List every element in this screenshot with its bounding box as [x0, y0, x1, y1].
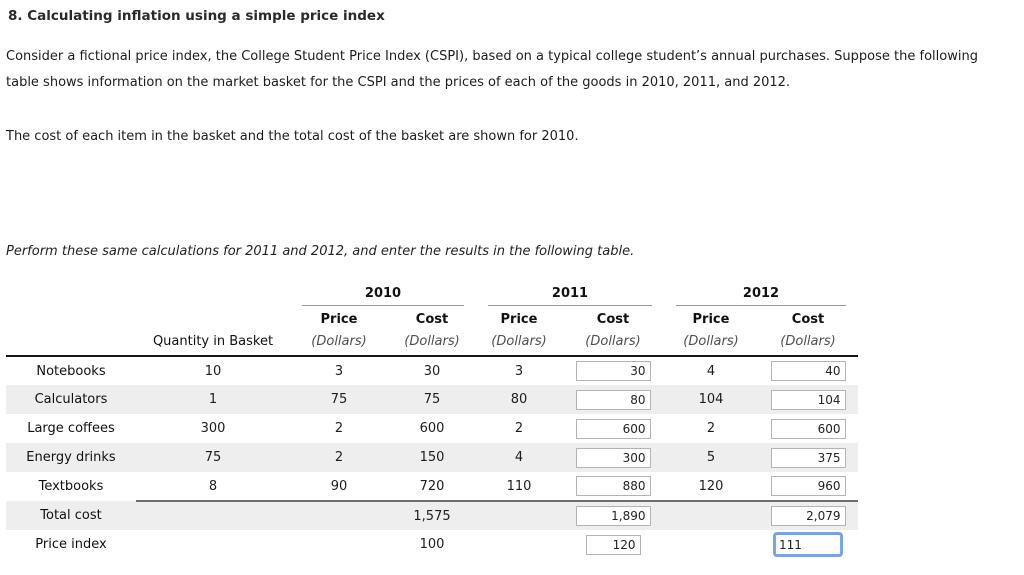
total-cost-2010-value: 1,575 — [388, 500, 476, 530]
year-header-2010: 2010 — [290, 280, 476, 306]
cost-2011-input-notebooks[interactable] — [575, 361, 651, 381]
cost-2012-input-textbooks[interactable] — [770, 476, 846, 496]
row-label: Calculators — [34, 392, 108, 407]
price-2012-value: 104 — [698, 392, 724, 407]
dollars-unit-2010-price: (Dollars) — [290, 330, 388, 357]
price-2012-value: 5 — [706, 450, 716, 465]
quantity-value: 1 — [208, 392, 218, 407]
dollars-unit-2010-cost: (Dollars) — [388, 330, 476, 357]
price-2011-value: 110 — [506, 478, 532, 494]
year-header-row: 2010 2011 2012 — [6, 280, 858, 306]
intro-paragraph: Consider a fictional price index, the Co… — [6, 44, 1024, 96]
price-header-2012: Price — [692, 312, 730, 327]
cost-2010-value: 150 — [419, 450, 445, 465]
price-2010-value: 2 — [334, 421, 344, 436]
cost-2011-input-energy-drinks[interactable] — [575, 447, 651, 468]
year-header-2012: 2012 — [664, 280, 858, 306]
cost-2012-input-calculators[interactable] — [770, 389, 846, 410]
cost-2012-input-notebooks[interactable] — [770, 361, 846, 381]
page-title: 8. Calculating inflation using a simple … — [8, 8, 385, 24]
row-label: Notebooks — [36, 363, 106, 379]
total-cost-2012-input[interactable] — [770, 506, 846, 526]
price-2010-value: 75 — [330, 392, 348, 407]
intro-line-2: table shows information on the market ba… — [6, 75, 791, 90]
dollars-unit-2012-cost: (Dollars) — [758, 330, 858, 357]
row-label: Total cost — [40, 508, 102, 523]
price-2012-value: 2 — [706, 421, 716, 436]
row-label: Price index — [35, 537, 107, 552]
price-2011-value: 2 — [514, 421, 524, 436]
price-header-2010: Price — [320, 312, 358, 327]
price-index-2012-input-focused[interactable] — [773, 532, 843, 557]
instruction-text: Perform these same calculations for 2011… — [6, 244, 635, 259]
price-header-2011: Price — [500, 312, 538, 327]
year-header-2011: 2011 — [476, 280, 664, 306]
dollars-unit-2011-price: (Dollars) — [476, 330, 562, 357]
cost-header-2012: Cost — [791, 312, 825, 327]
table-row-notebooks: Notebooks 10 3 30 3 4 — [6, 356, 858, 385]
row-label: Large coffees — [27, 421, 115, 436]
quantity-value: 8 — [208, 478, 218, 494]
row-label: Energy drinks — [26, 450, 116, 465]
cost-header-2011: Cost — [596, 312, 630, 327]
price-2010-value: 2 — [334, 450, 344, 465]
note-paragraph: The cost of each item in the basket and … — [6, 129, 579, 144]
cost-2012-input-large-coffees[interactable] — [770, 418, 846, 439]
table-row-total-cost: Total cost 1,575 — [6, 500, 858, 530]
cost-2010-value: 720 — [419, 478, 445, 494]
price-2010-value: 3 — [334, 363, 344, 379]
price-2011-value: 4 — [514, 450, 524, 465]
dollars-unit-2011-cost: (Dollars) — [562, 330, 664, 357]
quantity-value: 10 — [204, 363, 222, 379]
price-2012-value: 120 — [698, 478, 724, 494]
dollars-unit-2012-price: (Dollars) — [664, 330, 758, 357]
total-cost-2011-input[interactable] — [575, 506, 651, 526]
price-index-2010-value: 100 — [419, 537, 445, 552]
table-row-price-index: Price index 100 — [6, 530, 858, 559]
table-row-textbooks: Textbooks 8 90 720 110 120 — [6, 472, 858, 501]
cost-2011-input-textbooks[interactable] — [575, 476, 651, 496]
cost-2011-input-large-coffees[interactable] — [575, 418, 651, 439]
cost-2010-value: 30 — [423, 363, 441, 379]
quantity-value: 300 — [200, 421, 226, 436]
price-2011-value: 80 — [510, 392, 528, 407]
quantity-value: 75 — [204, 450, 222, 465]
units-header-row: Quantity in Basket (Dollars) (Dollars) (… — [6, 330, 858, 357]
price-index-2011-input[interactable] — [585, 534, 641, 555]
price-2012-value: 4 — [706, 363, 716, 379]
price-2010-value: 90 — [330, 478, 348, 494]
quantity-header: Quantity in Basket — [136, 330, 290, 357]
cost-2010-value: 75 — [423, 392, 441, 407]
row-label: Textbooks — [38, 479, 104, 494]
table-row-large-coffees: Large coffees 300 2 600 2 2 — [6, 414, 858, 443]
price-2011-value: 3 — [514, 363, 524, 379]
cost-2010-value: 600 — [419, 421, 445, 436]
table-row-calculators: Calculators 1 75 75 80 104 — [6, 385, 858, 414]
cspi-results-table: 2010 2011 2012 Price Cost Price Cost Pri… — [6, 280, 858, 559]
price-cost-header-row: Price Cost Price Cost Price Cost — [6, 306, 858, 330]
table-row-energy-drinks: Energy drinks 75 2 150 4 5 — [6, 443, 858, 472]
cost-2011-input-calculators[interactable] — [575, 389, 651, 410]
cost-header-2010: Cost — [415, 312, 449, 327]
intro-line-1: Consider a fictional price index, the Co… — [6, 49, 978, 64]
cost-2012-input-energy-drinks[interactable] — [770, 447, 846, 468]
